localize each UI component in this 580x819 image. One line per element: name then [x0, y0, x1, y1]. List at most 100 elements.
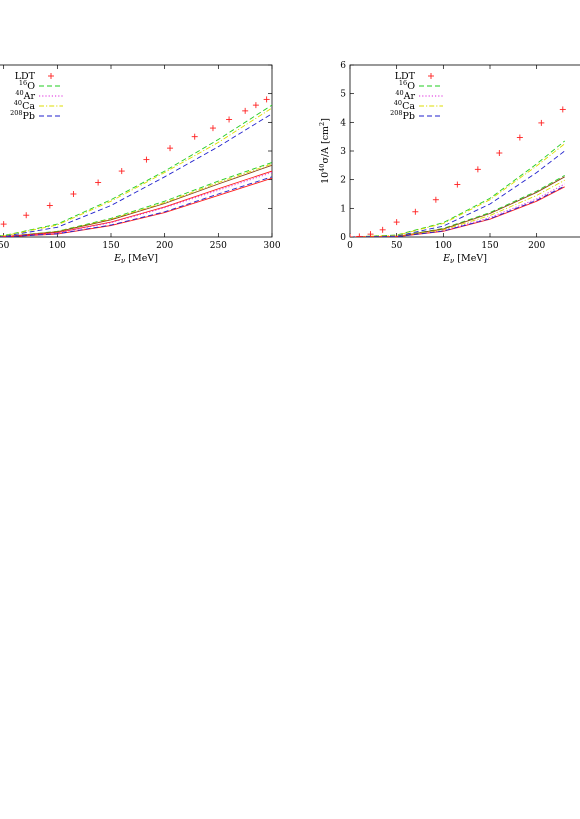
y-tick-label: 5	[340, 90, 346, 100]
series-line-6	[0, 170, 272, 237]
legend-label: 40Ca	[14, 99, 36, 112]
figure: 50 100 150 200 250 300 Eν [MeV] LDT 16O 40Ar 40Ca 2…	[0, 0, 580, 300]
legend-label-sup: 40	[394, 99, 402, 107]
ldt-point	[393, 219, 400, 226]
legend-label-name: Ca	[22, 101, 35, 112]
legend-entry: 208Pb	[10, 109, 63, 122]
series-line-1	[0, 107, 272, 237]
ldt-point	[0, 221, 7, 228]
plot-area	[0, 96, 272, 237]
x-tick-label: 150	[102, 241, 119, 251]
legend-label-name: Ar	[23, 91, 36, 102]
y-axis-label-exp2: 2	[318, 122, 326, 126]
legend-entry: 208Pb	[390, 109, 443, 122]
legend-label: 208Pb	[10, 109, 35, 122]
legend-label: 40Ca	[394, 99, 416, 112]
ldt-point	[367, 231, 374, 237]
y-tick-label: 2	[340, 176, 346, 186]
y-tick-label: 4	[340, 118, 346, 128]
legend-label-sup: 40	[15, 89, 23, 97]
y-tick-label: 1	[340, 204, 346, 214]
ldt-point	[432, 196, 439, 203]
ldt-point	[350, 234, 353, 237]
y-axis-label-base: 10	[320, 172, 331, 184]
ldt-point	[23, 212, 30, 219]
y-tick-label: 3	[340, 147, 346, 157]
y-axis-label-post: ]	[320, 118, 331, 122]
ldt-point	[412, 208, 419, 215]
ldt-point	[538, 119, 545, 126]
y-axis-label-mid: σ/A [cm	[320, 126, 331, 164]
plot-area	[350, 106, 566, 237]
x-axis-label-unit: [MeV]	[125, 253, 158, 264]
legend-label: 16O	[19, 79, 35, 92]
legend-label-sup: 208	[390, 109, 402, 117]
y-axis-label: 1040σ/A [cm2]	[318, 118, 331, 184]
ldt-point	[167, 145, 174, 152]
x-tick-label: 0	[347, 241, 353, 251]
legend-label-name: O	[27, 81, 35, 92]
x-axis-label-sub: ν	[450, 257, 455, 265]
ldt-point	[143, 156, 150, 163]
ldt-point	[252, 102, 259, 109]
ldt-point	[191, 133, 198, 140]
legend-entry: LDT	[395, 71, 434, 82]
series-line-4	[0, 163, 272, 237]
x-axis-label-sub: ν	[121, 257, 126, 265]
legend-label: 16O	[399, 79, 415, 92]
x-axis-label-var: E	[442, 253, 450, 264]
legend-label: LDT	[15, 71, 36, 82]
series-line-6	[350, 183, 565, 237]
legend-label-name: O	[407, 81, 415, 92]
ldt-point	[95, 179, 102, 186]
x-axis-label-var: E	[113, 253, 121, 264]
ldt-point	[516, 134, 523, 141]
ldt-point	[379, 226, 386, 233]
ldt-point	[70, 191, 77, 197]
ldt-point	[454, 181, 461, 188]
ldt-point	[209, 125, 216, 132]
legend-entry: 16O	[399, 79, 443, 92]
ldt-point	[46, 202, 53, 209]
plot-frame	[0, 64, 273, 238]
legend-label-sup: 16	[19, 79, 27, 87]
x-tick-label: 50	[391, 241, 403, 251]
series-line-5	[0, 164, 272, 237]
x-tick-label: 100	[435, 241, 452, 251]
plot-frame	[349, 64, 580, 238]
legend-label-name: Ca	[402, 101, 415, 112]
ldt-point	[226, 116, 233, 123]
legend-label-name: Ar	[403, 91, 416, 102]
legend-entry: 40Ca	[14, 99, 63, 112]
x-tick-label: 150	[481, 241, 498, 251]
legend-label-sup: 40	[14, 99, 22, 107]
x-tick-label: 100	[49, 241, 66, 251]
legend-entry: 40Ar	[15, 89, 63, 102]
x-tick-label: 50	[0, 241, 10, 251]
ldt-point	[263, 96, 270, 103]
series-line-0	[350, 140, 565, 237]
y-tick-label: 0	[340, 233, 346, 243]
series-line-9	[0, 176, 272, 237]
series-line-8	[350, 185, 565, 237]
ldt-point	[356, 233, 363, 237]
series-line-8	[0, 177, 272, 237]
ldt-point	[496, 150, 503, 157]
legend-entry: 40Ca	[394, 99, 443, 112]
legend-entry: 16O	[19, 79, 63, 92]
series-line-3	[0, 162, 272, 237]
series-line-3	[350, 175, 565, 237]
x-tick-label: 200	[528, 241, 545, 251]
legend-label: 40Ar	[395, 89, 415, 102]
ldt-point	[242, 107, 249, 114]
x-axis-label-unit: [MeV]	[454, 253, 487, 264]
x-axis-label: Eν [MeV]	[442, 253, 487, 265]
legend-entry: 40Ar	[395, 89, 443, 102]
series-line-7	[350, 186, 565, 237]
legend-entry: LDT	[15, 71, 54, 82]
x-tick-label: 250	[210, 241, 227, 251]
legend-label-name: Pb	[403, 111, 415, 122]
